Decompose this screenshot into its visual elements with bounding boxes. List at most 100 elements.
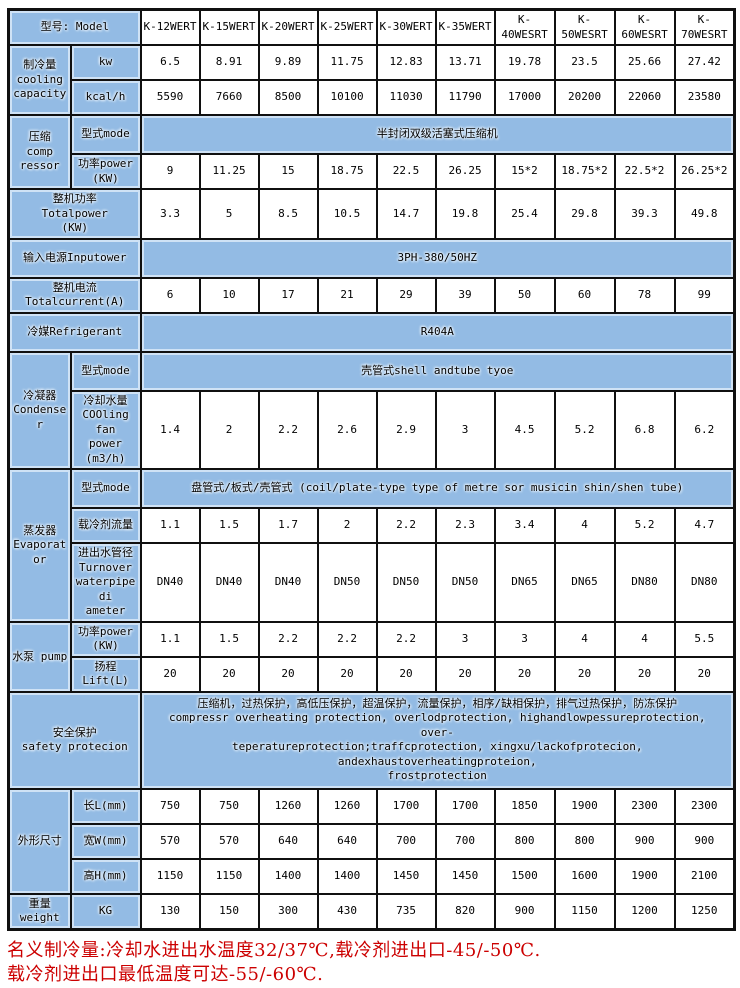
value-cell: 1500 (493, 857, 556, 895)
value-cell: 39.3 (613, 188, 676, 240)
value-cell: 570 (139, 822, 201, 860)
value-cell: DN80 (673, 542, 736, 623)
value-cell: DN50 (434, 542, 496, 623)
model-name-cell: K-70WESRT (673, 8, 736, 47)
value-cell: 1260 (257, 787, 319, 825)
row-label-cell: 长L(mm) (69, 787, 142, 825)
value-cell: 1.5 (198, 620, 260, 658)
value-cell: 1.4 (139, 389, 201, 471)
value-cell: 800 (553, 822, 616, 860)
value-cell: 900 (613, 822, 676, 860)
spec-row-13: 载冷剂流量 1.1 1.5 1.7 2 2.2 2.3 3.4 4 5.2 4.7 (9, 507, 736, 545)
value-cell: 8500 (257, 79, 319, 117)
total-power-label: 整机功率 Totalpower (KW) (7, 188, 142, 240)
value-cell: 300 (257, 892, 319, 931)
spec-row-6: 整机功率 Totalpower (KW) 3.3 5 8.5 10.5 14.7 19.8 2… (7, 188, 736, 240)
value-cell: 10100 (316, 79, 378, 117)
value-cell: 2300 (673, 787, 736, 825)
value-cell: 23.5 (553, 44, 616, 82)
condenser-label: 冷凝器 Condenser (7, 350, 72, 471)
model-name-cell: K-40WESRT (493, 8, 556, 47)
value-cell: 900 (493, 892, 556, 931)
value-cell: 6.8 (613, 389, 676, 471)
value-cell: 99 (673, 276, 736, 314)
cooling-capacity-label: 制冷量 cooling capacity (7, 44, 72, 117)
value-cell: 5 (198, 188, 260, 240)
safety-protection-label: 安全保护 safety protecion (7, 690, 142, 790)
value-cell: 11.25 (198, 153, 260, 191)
spec-row-12: 蒸发器 Evaporator 型式mode 盘管式/板式/壳管式 (coil/pla… (7, 468, 736, 623)
refrigerant-label: 冷媒Refrigerant (7, 311, 142, 353)
value-cell: 20 (375, 655, 437, 693)
value-cell: 4 (613, 620, 676, 658)
value-cell: 130 (139, 892, 201, 931)
model-name-cell: K-12WERT (139, 8, 201, 47)
value-cell: 12.83 (375, 44, 437, 82)
value-cell: 4.5 (493, 389, 556, 471)
value-cell: DN65 (553, 542, 616, 623)
value-cell: 4 (553, 620, 616, 658)
spec-row-14: 进出水管径 Turnover waterpipedi ameter DN40 DN4… (9, 542, 736, 623)
weight-label: 重量weight (7, 892, 72, 931)
value-cell: 21 (316, 276, 378, 314)
refrigerant-value: R404A (139, 311, 736, 353)
value-cell: 2.3 (434, 507, 496, 545)
value-cell: 1900 (553, 787, 616, 825)
value-cell: 17 (257, 276, 319, 314)
row-label-cell: 功率power (KW) (69, 620, 142, 658)
value-cell: 6.2 (673, 389, 736, 471)
value-cell: 26.25 (434, 153, 496, 191)
spec-row-20: 高H(mm) 1150 1150 1400 1400 1450 1450 1500 1600 19… (9, 857, 736, 895)
value-cell: 22060 (613, 79, 676, 117)
row-label-cell: kcal/h (69, 79, 142, 117)
value-cell: 1.1 (139, 507, 201, 545)
value-cell: 4 (553, 507, 616, 545)
value-cell: 2.6 (316, 389, 378, 471)
value-cell: 1450 (434, 857, 496, 895)
value-cell: 2.2 (375, 620, 437, 658)
value-cell: 9.89 (257, 44, 319, 82)
spec-row-17: 安全保护 safety protecion 压缩机，过热保护，高低压保护，超温保护… (7, 690, 736, 790)
value-cell: 1.5 (198, 507, 260, 545)
value-cell: 5.5 (673, 620, 736, 658)
value-cell: 2.2 (257, 389, 319, 471)
value-cell: 735 (375, 892, 437, 931)
value-cell: 27.42 (673, 44, 736, 82)
value-cell: 820 (434, 892, 496, 931)
value-cell: 39 (434, 276, 496, 314)
value-cell: 3 (434, 620, 496, 658)
spec-row-18: 外形尺寸 长L(mm) 750 750 1260 1260 1700 1700 1850 1900… (7, 787, 736, 895)
compressor-label: 压缩 comp ressor (7, 114, 72, 191)
value-cell: 1250 (673, 892, 736, 931)
value-cell: 1700 (434, 787, 496, 825)
value-cell: 700 (375, 822, 437, 860)
value-cell: DN80 (613, 542, 676, 623)
value-cell: 20 (613, 655, 676, 693)
model-name-cell: K-60WESRT (613, 8, 676, 47)
value-cell: 19.78 (493, 44, 556, 82)
model-name-cell: K-30WERT (375, 8, 437, 47)
value-cell: 5590 (139, 79, 201, 117)
value-cell: 1450 (375, 857, 437, 895)
value-cell: 14.7 (375, 188, 437, 240)
model-name-cell: K-50WESRT (553, 8, 616, 47)
condenser-type-value: 壳管式shell andtube tyoe (139, 350, 736, 392)
spec-table-body: 型号: Model K-12WERT K-15WERT K-20WERT K-25WER… (7, 8, 736, 931)
value-cell: 78 (613, 276, 676, 314)
value-cell: 3.4 (493, 507, 556, 545)
value-cell: 5.2 (613, 507, 676, 545)
safety-protection-value: 压缩机，过热保护，高低压保护，超温保护，流量保护，相序/缺相保护，排气过热保护，… (139, 690, 736, 790)
value-cell: 20 (434, 655, 496, 693)
value-cell: 7660 (198, 79, 260, 117)
value-cell: 1.7 (257, 507, 319, 545)
value-cell: 1600 (553, 857, 616, 895)
value-cell: 22.5 (375, 153, 437, 191)
total-current-label: 整机电流Totalcurrent(A) (7, 276, 142, 314)
value-cell: 1900 (613, 857, 676, 895)
spec-row-8: 整机电流Totalcurrent(A) 6 10 17 21 29 39 50 60 78 99 (7, 276, 736, 314)
value-cell: 20200 (553, 79, 616, 117)
value-cell: 1400 (257, 857, 319, 895)
value-cell: 1200 (613, 892, 676, 931)
spec-table: 型号: Model K-12WERT K-15WERT K-20WERT K-25WER… (7, 8, 737, 931)
value-cell: 20 (139, 655, 201, 693)
